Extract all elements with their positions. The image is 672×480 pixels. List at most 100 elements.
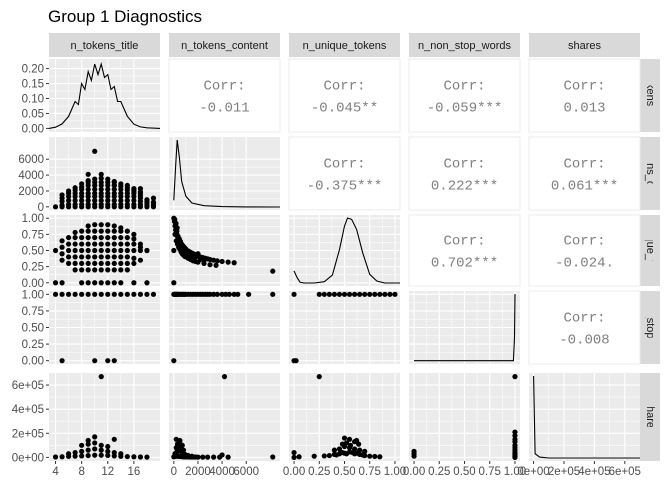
scatter-point [311, 453, 317, 459]
scatter-point [105, 197, 111, 204]
scatter-point [111, 254, 117, 260]
scatter-point [191, 255, 197, 261]
facet-strip-top [409, 33, 520, 57]
scatter-point [131, 280, 137, 286]
corr-panel: Corr: -0.375*** [288, 136, 401, 211]
scatter-point [85, 437, 91, 444]
scatter-point [235, 291, 241, 297]
y-tick-label: 6e+05 [12, 380, 44, 392]
scatter-point [85, 197, 91, 204]
scatter-panel [49, 215, 160, 286]
scatter-point [72, 260, 78, 267]
scatter-point [105, 448, 111, 454]
scatter-point [131, 454, 137, 460]
scatter-point [92, 234, 98, 241]
scatter-point [341, 435, 348, 441]
x-tick-label: 12 [101, 466, 114, 478]
scatter-point [118, 181, 124, 187]
scatter-point [357, 447, 363, 453]
scatter-point [85, 280, 91, 286]
scatter-point [92, 291, 98, 297]
panel-data [171, 291, 276, 364]
density-line [414, 293, 516, 362]
scatter-point [347, 442, 354, 448]
panel-data [291, 291, 398, 364]
scatter-point [111, 247, 117, 254]
scatter-point [124, 201, 130, 208]
y-tick-label: 0.75 [22, 229, 44, 241]
panel-data [52, 222, 150, 286]
scatter-point [98, 260, 104, 267]
scatter-point [79, 247, 85, 254]
scatter-point [124, 453, 130, 460]
corr-label: Corr: [323, 79, 365, 95]
y-tick-label: 0.50 [22, 323, 44, 335]
scatter-point [98, 254, 104, 260]
corr-panel-bg [408, 136, 521, 211]
scatter-point [92, 247, 98, 254]
scatter-point [150, 195, 157, 201]
scatter-point [144, 197, 150, 203]
x-tick-label: 0.75 [359, 466, 381, 478]
scatter-point [336, 446, 343, 452]
scatter-point [65, 291, 72, 297]
scatter-point [231, 260, 237, 266]
scatter-point [118, 254, 124, 260]
scatter-point [124, 197, 130, 204]
x-tick-label: 0.50 [453, 466, 475, 478]
scatter-point [105, 254, 111, 260]
scatter-point [72, 234, 78, 241]
y-tick-label: 0.75 [22, 306, 44, 318]
scatter-panel [289, 291, 400, 364]
corr-value: -0.059*** [427, 101, 503, 117]
scatter-point [174, 225, 180, 231]
scatter-point [124, 260, 130, 267]
scatter-point [124, 267, 130, 273]
panel-data [173, 139, 280, 208]
corr-value: 0.222*** [431, 179, 498, 195]
x-tick-label: 0.75 [479, 466, 501, 478]
y-tick-label: 0.20 [22, 64, 44, 76]
scatter-panel [169, 215, 280, 286]
scatter-point [111, 197, 117, 204]
scatter-point [92, 254, 98, 260]
facet-strip-right [640, 215, 660, 286]
scatter-point [111, 223, 117, 229]
scatter-point [131, 260, 137, 267]
y-tick-label: 0.50 [22, 246, 44, 258]
scatter-point [270, 291, 276, 297]
scatter-point [105, 267, 111, 273]
y-tick-label: 0.00 [22, 123, 44, 135]
scatter-point [85, 254, 91, 260]
scatter-point [367, 291, 373, 297]
scatter-point [131, 197, 137, 204]
scatter-point [118, 247, 124, 254]
x-tick-label: 0e+00 [517, 466, 549, 478]
y-tick-label: 2000 [18, 186, 44, 198]
scatter-point [52, 204, 59, 210]
scatter-point [105, 176, 111, 182]
scatter-point [85, 441, 91, 447]
scatter-point [72, 241, 78, 247]
facet-strip-right-label: shares [644, 400, 656, 434]
scatter-point [98, 171, 104, 177]
scatter-point [79, 267, 85, 273]
corr-panel-bg [288, 136, 401, 211]
y-tick-label: 6000 [18, 154, 44, 166]
facet-strip-top [289, 33, 400, 57]
corr-value: -0.375*** [307, 179, 383, 195]
scatter-point [52, 280, 59, 286]
scatter-point [118, 234, 124, 241]
scatter-point [111, 267, 117, 273]
scatter-point [291, 449, 297, 456]
grid-lines [289, 291, 400, 364]
scatter-point [79, 190, 85, 196]
scatter-point [195, 454, 201, 460]
scatter-point [118, 225, 124, 231]
scatter-point [124, 247, 130, 254]
scatter-point [111, 280, 117, 286]
scatter-point [316, 374, 322, 380]
scatter-point [189, 453, 195, 459]
scatter-point [85, 447, 91, 453]
scatter-point [79, 448, 85, 454]
